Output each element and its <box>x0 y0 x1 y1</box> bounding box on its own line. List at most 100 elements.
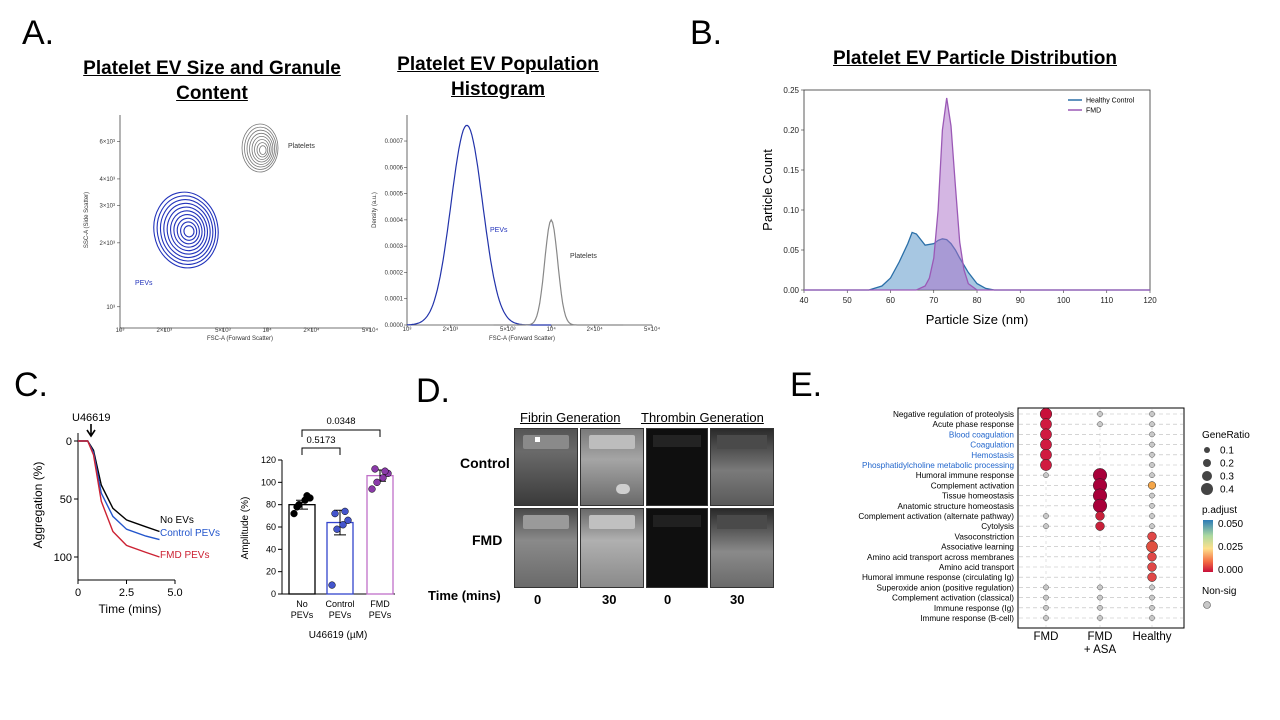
aggregation-ylabel: Aggregation (%) <box>31 462 45 549</box>
agonist-arrow-icon <box>86 424 96 438</box>
term-label: Complement activation (classical) <box>892 594 1014 603</box>
aggregation-xlabel: Time (mins) <box>99 602 162 616</box>
generatio-legend-label: 0.1 <box>1220 446 1234 457</box>
particle-x-tick-label: 70 <box>929 296 938 305</box>
generatio-legend-dot <box>1203 459 1211 467</box>
aggregation-y-tick-label: 0 <box>66 436 72 448</box>
chart-frame <box>803 89 1151 291</box>
nonsig-dot <box>1149 523 1155 530</box>
aggregation-y-tick-label: 100 <box>54 552 72 564</box>
contour-y-tick-label: 10³ <box>106 305 115 311</box>
generatio-legend-dot <box>1201 483 1213 495</box>
aggregation-x-tick-label: 5.0 <box>167 587 182 599</box>
bar-category-label: Control PEVs <box>325 599 354 620</box>
particle-y-tick-label: 0.15 <box>783 166 799 175</box>
term-label: Associative learning <box>941 543 1014 552</box>
panel-letter-a: A. <box>22 14 55 52</box>
data-point <box>331 509 339 518</box>
term-label: Immune response (Ig) <box>934 604 1014 613</box>
p-value-1: 0.5173 <box>306 435 335 446</box>
nonsig-dot <box>1043 523 1049 530</box>
pev-contour-ring <box>159 199 214 262</box>
pev-contour-ring <box>156 195 217 265</box>
data-point <box>328 581 336 589</box>
term-label: Amino acid transport <box>939 563 1015 572</box>
contour-x-tick-label: 10³ <box>116 328 125 334</box>
histogram-y-tick-label: 0.0001 <box>385 297 404 303</box>
nonsig-dot <box>1043 594 1049 601</box>
pev-contour-ring <box>180 221 198 241</box>
particle-y-tick-label: 0.05 <box>783 246 799 255</box>
nonsig-dot <box>1043 472 1049 479</box>
nonsig-dot <box>1149 411 1155 417</box>
nonsig-dot <box>1149 584 1155 591</box>
histogram-x-tick-label: 5×10³ <box>500 327 516 333</box>
particle-xlabel: Particle Size (nm) <box>926 312 1029 327</box>
enrichment-dot <box>1092 498 1108 513</box>
term-label: Cytolysis <box>981 522 1014 531</box>
contour-x-tick-label: 2×10³ <box>157 328 173 334</box>
enrichment-dot <box>1147 562 1157 572</box>
nonsig-dot <box>1097 584 1103 591</box>
aggregation-trace <box>78 440 160 541</box>
particle-x-tick-label: 100 <box>1057 296 1071 305</box>
platelet-contour-ring <box>256 142 269 158</box>
histogram-x-tick-label: 5×10⁴ <box>644 326 661 333</box>
amplitude-y-tick-label: 0 <box>271 589 276 599</box>
generatio-legend-title: GeneRatio <box>1202 430 1250 441</box>
term-label: Complement activation <box>931 481 1015 490</box>
nonsig-dot <box>1149 472 1155 479</box>
amplitude-y-tick-label: 80 <box>266 500 276 510</box>
particle-line-fmd <box>804 97 1150 291</box>
particle-x-tick-label: 90 <box>1016 296 1025 305</box>
term-label: Blood coagulation <box>949 430 1015 439</box>
enrichment-dot <box>1146 540 1158 553</box>
contour-x-tick-label: 5×10³ <box>215 328 231 334</box>
row-label-control: Control <box>460 455 510 471</box>
platelet-contour-ring <box>251 136 272 163</box>
nonsig-dot <box>1149 513 1155 519</box>
padj-label-1: 0.025 <box>1218 542 1243 553</box>
particle-x-tick-label: 40 <box>800 296 809 305</box>
amplitude-y-tick-label: 120 <box>261 455 276 465</box>
panel-a-title-1: Platelet EV Size and Granule Content <box>83 58 341 104</box>
pev-contour-ring <box>173 213 203 248</box>
column-label: FMD + ASA <box>1084 631 1117 656</box>
enrichment-dot <box>1040 448 1052 461</box>
significance-bracket-1 <box>301 447 341 455</box>
data-point <box>303 492 311 500</box>
histogram-x-tick-label: 10³ <box>403 327 412 333</box>
platelet-contours <box>241 123 279 173</box>
aggregation-trace <box>78 440 160 533</box>
nonsig-dot <box>1149 431 1155 438</box>
nonsig-dot <box>1097 421 1103 428</box>
image-fmd-fibrin-30 <box>580 508 644 588</box>
bar-category-label: FMD PEVs <box>369 599 392 620</box>
amplitude-y-tick-label: 40 <box>266 544 276 554</box>
nonsig-dot <box>1043 513 1049 519</box>
particle-x-tick-label: 80 <box>973 296 982 305</box>
particle-distribution-chart: 40 50 60 70 80 90 100 110 120 0.00 0.05 0.10 0.15 0.… <box>760 86 1157 327</box>
contour-y-tick-label: 2×10³ <box>99 241 115 247</box>
pev-contour-ring <box>183 225 195 238</box>
amplitude-bar <box>288 504 316 595</box>
flow-contour-plot: 10³ 2×10³ 5×10³ 10⁴ 2×10⁴ 5×10⁴ 10³ 2×10³ 3×10³… <box>84 115 378 342</box>
amplitude-bar-chart: 0 20 40 60 80 100 120 No PEVs Control PEVs FMD PEVs… <box>240 416 395 641</box>
histogram-y-tick-label: 0.0003 <box>385 244 404 250</box>
enrichment-dot-plot: Negative regulation of proteolysisAcute … <box>858 407 1250 656</box>
padjust-colorbar <box>1203 520 1213 572</box>
data-point <box>379 474 387 482</box>
generatio-legend-dot <box>1204 447 1210 453</box>
platelet-contour-ring <box>246 129 276 168</box>
agonist-label: U46619 <box>72 412 111 424</box>
padjust-legend-title: p.adjust <box>1202 505 1237 516</box>
nonsig-dot <box>1043 584 1049 591</box>
nonsig-dot <box>1149 502 1155 509</box>
image-control-thrombin-30 <box>710 428 774 506</box>
histogram-platelets-label: Platelets <box>570 253 597 260</box>
pev-contour-ring <box>153 191 219 269</box>
enrichment-dot <box>1040 438 1052 451</box>
data-point <box>344 516 352 524</box>
platelet-contour-ring <box>249 132 274 165</box>
fibrin-header: Fibrin Generation <box>520 410 621 425</box>
